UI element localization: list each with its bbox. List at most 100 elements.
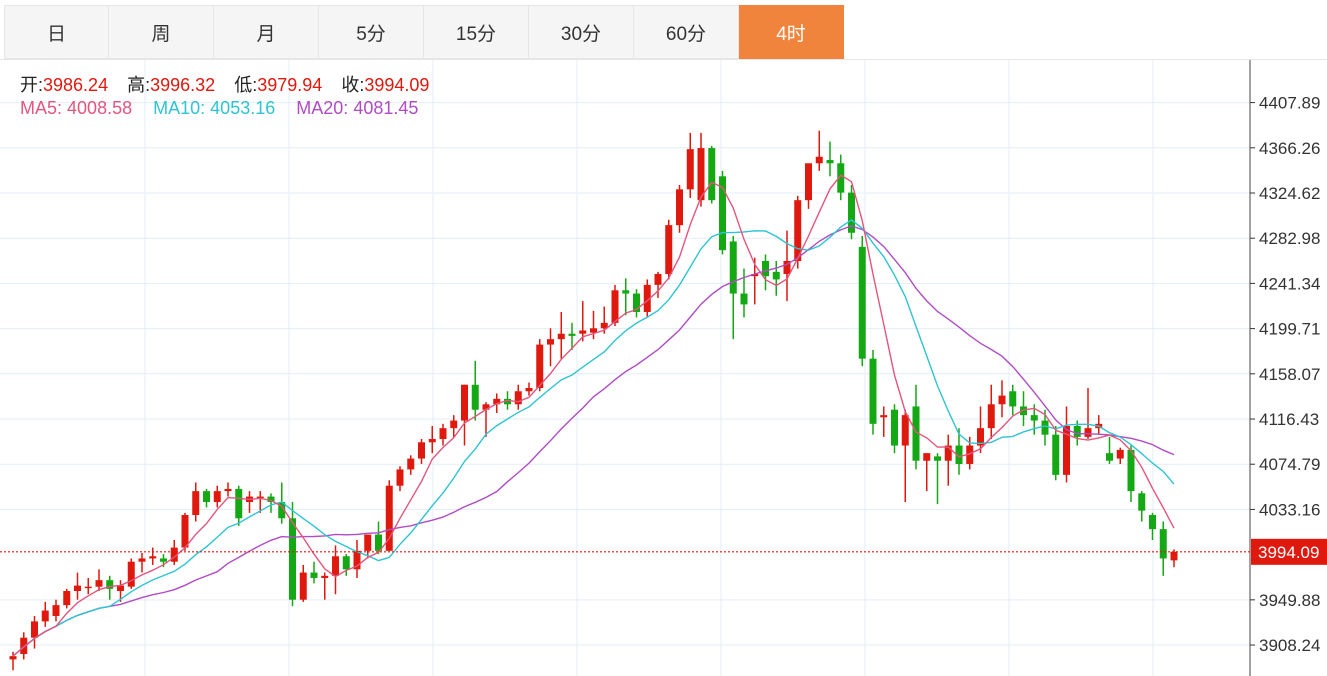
close-label: 收: xyxy=(341,75,365,95)
candle-body-107 xyxy=(1159,529,1167,559)
candle-body-45 xyxy=(493,398,501,405)
ma-readout: MA5: 4008.58 MA10: 4053.16 MA20: 4081.45 xyxy=(20,98,418,119)
candle-body-27 xyxy=(299,572,307,600)
candle-body-73 xyxy=(794,200,802,261)
y-tick-label-11: 3908.24 xyxy=(1259,636,1320,655)
candle-body-65 xyxy=(708,148,716,201)
candle-body-16 xyxy=(181,515,189,548)
candle-body-9 xyxy=(106,580,114,589)
tab-15min[interactable]: 15分 xyxy=(424,5,529,59)
candle-body-36 xyxy=(396,469,404,486)
candle-body-69 xyxy=(751,274,759,277)
candle-body-61 xyxy=(665,225,673,275)
candle-body-34 xyxy=(375,534,382,551)
candle-body-51 xyxy=(557,333,565,340)
candle-body-96 xyxy=(1041,420,1049,435)
candle-body-62 xyxy=(676,189,683,226)
candle-body-86 xyxy=(934,456,941,461)
candle-body-41 xyxy=(450,420,458,429)
candle-body-53 xyxy=(579,330,587,334)
tab-divider xyxy=(0,59,1327,60)
current-price-badge xyxy=(1251,538,1327,565)
candle-body-97 xyxy=(1052,434,1060,475)
period-tabs: 日 周 月 5分 15分 30分 60分 4时 xyxy=(4,5,844,59)
candle-body-1 xyxy=(20,637,28,654)
candle-body-82 xyxy=(891,409,898,446)
y-tick-label-10: 3949.88 xyxy=(1259,591,1320,610)
candle-body-33 xyxy=(364,534,372,551)
y-tick-label-4: 4241.34 xyxy=(1259,274,1320,293)
y-tick-label-1: 4366.26 xyxy=(1259,139,1320,158)
candle-body-29 xyxy=(321,575,329,578)
candle-body-15 xyxy=(170,547,178,562)
candle-body-39 xyxy=(428,439,436,443)
candle-body-102 xyxy=(1106,453,1113,461)
candle-body-5 xyxy=(63,591,71,606)
candle-body-76 xyxy=(826,160,834,164)
candle-body-12 xyxy=(138,558,146,562)
candle-body-10 xyxy=(117,585,124,592)
candle-body-40 xyxy=(439,428,447,440)
candle-body-87 xyxy=(944,445,952,461)
close-value: 3994.09 xyxy=(364,75,430,95)
ma10-line xyxy=(12,219,1175,657)
candle-body-78 xyxy=(848,192,855,233)
tab-5min[interactable]: 5分 xyxy=(319,5,424,59)
candle-body-11 xyxy=(127,561,135,587)
tab-30min[interactable]: 30分 xyxy=(529,5,634,59)
candle-body-55 xyxy=(600,322,608,329)
candle-body-43 xyxy=(471,384,479,410)
candle-body-42 xyxy=(461,384,468,421)
candle-body-23 xyxy=(256,496,264,499)
tab-60min[interactable]: 60分 xyxy=(634,5,739,59)
candle-body-92 xyxy=(998,395,1006,405)
candle-body-38 xyxy=(418,442,425,459)
ma20-label: MA20: xyxy=(296,98,349,118)
candle-body-70 xyxy=(762,260,769,277)
candle-body-66 xyxy=(719,176,726,251)
ma20-line xyxy=(12,225,1175,657)
candle-body-83 xyxy=(901,415,909,446)
y-tick-label-3: 4282.98 xyxy=(1259,229,1320,248)
candle-body-46 xyxy=(504,398,511,405)
candle-body-2 xyxy=(31,621,38,638)
candle-body-95 xyxy=(1030,415,1038,421)
tab-month[interactable]: 月 xyxy=(214,5,319,59)
candle-body-28 xyxy=(310,572,318,578)
candle-body-20 xyxy=(224,488,232,492)
open-value: 3986.24 xyxy=(43,75,109,95)
candle-body-4 xyxy=(52,605,60,616)
candle-body-93 xyxy=(1009,391,1017,407)
y-tick-label-5: 4199.71 xyxy=(1259,320,1320,339)
candle-body-77 xyxy=(837,163,845,193)
y-tick-label-9: 4033.16 xyxy=(1259,500,1320,519)
tab-day[interactable]: 日 xyxy=(4,5,109,59)
ma10-value: 4053.16 xyxy=(210,98,276,118)
candle-body-99 xyxy=(1073,425,1081,437)
candle-body-35 xyxy=(385,485,393,551)
candle-body-89 xyxy=(966,445,974,464)
candlestick-chart[interactable]: 4407.89 4366.26 4324.62 4282.98 4241.34 4199.… xyxy=(0,60,1327,676)
ma5-label: MA5: xyxy=(20,98,63,118)
candle-body-81 xyxy=(880,415,888,418)
candle-body-54 xyxy=(590,328,597,333)
candle-body-6 xyxy=(74,585,81,592)
candle-body-25 xyxy=(278,501,286,519)
open-label: 开: xyxy=(20,75,44,95)
y-tick-label-7: 4116.43 xyxy=(1259,410,1319,429)
candle-body-91 xyxy=(987,404,995,429)
tab-week[interactable]: 周 xyxy=(109,5,214,59)
candle-body-80 xyxy=(869,358,877,424)
candle-body-104 xyxy=(1127,449,1135,492)
candle-body-67 xyxy=(729,241,737,294)
candle-body-108 xyxy=(1170,551,1178,561)
candle-body-79 xyxy=(858,246,866,359)
candle-body-59 xyxy=(643,284,651,313)
candle-body-49 xyxy=(536,344,544,388)
tab-4hour[interactable]: 4时 xyxy=(739,5,844,59)
candle-body-31 xyxy=(342,556,350,570)
candle-body-52 xyxy=(568,333,576,336)
candle-body-90 xyxy=(977,428,984,446)
candle-body-14 xyxy=(160,558,167,562)
candle-body-98 xyxy=(1063,425,1070,475)
